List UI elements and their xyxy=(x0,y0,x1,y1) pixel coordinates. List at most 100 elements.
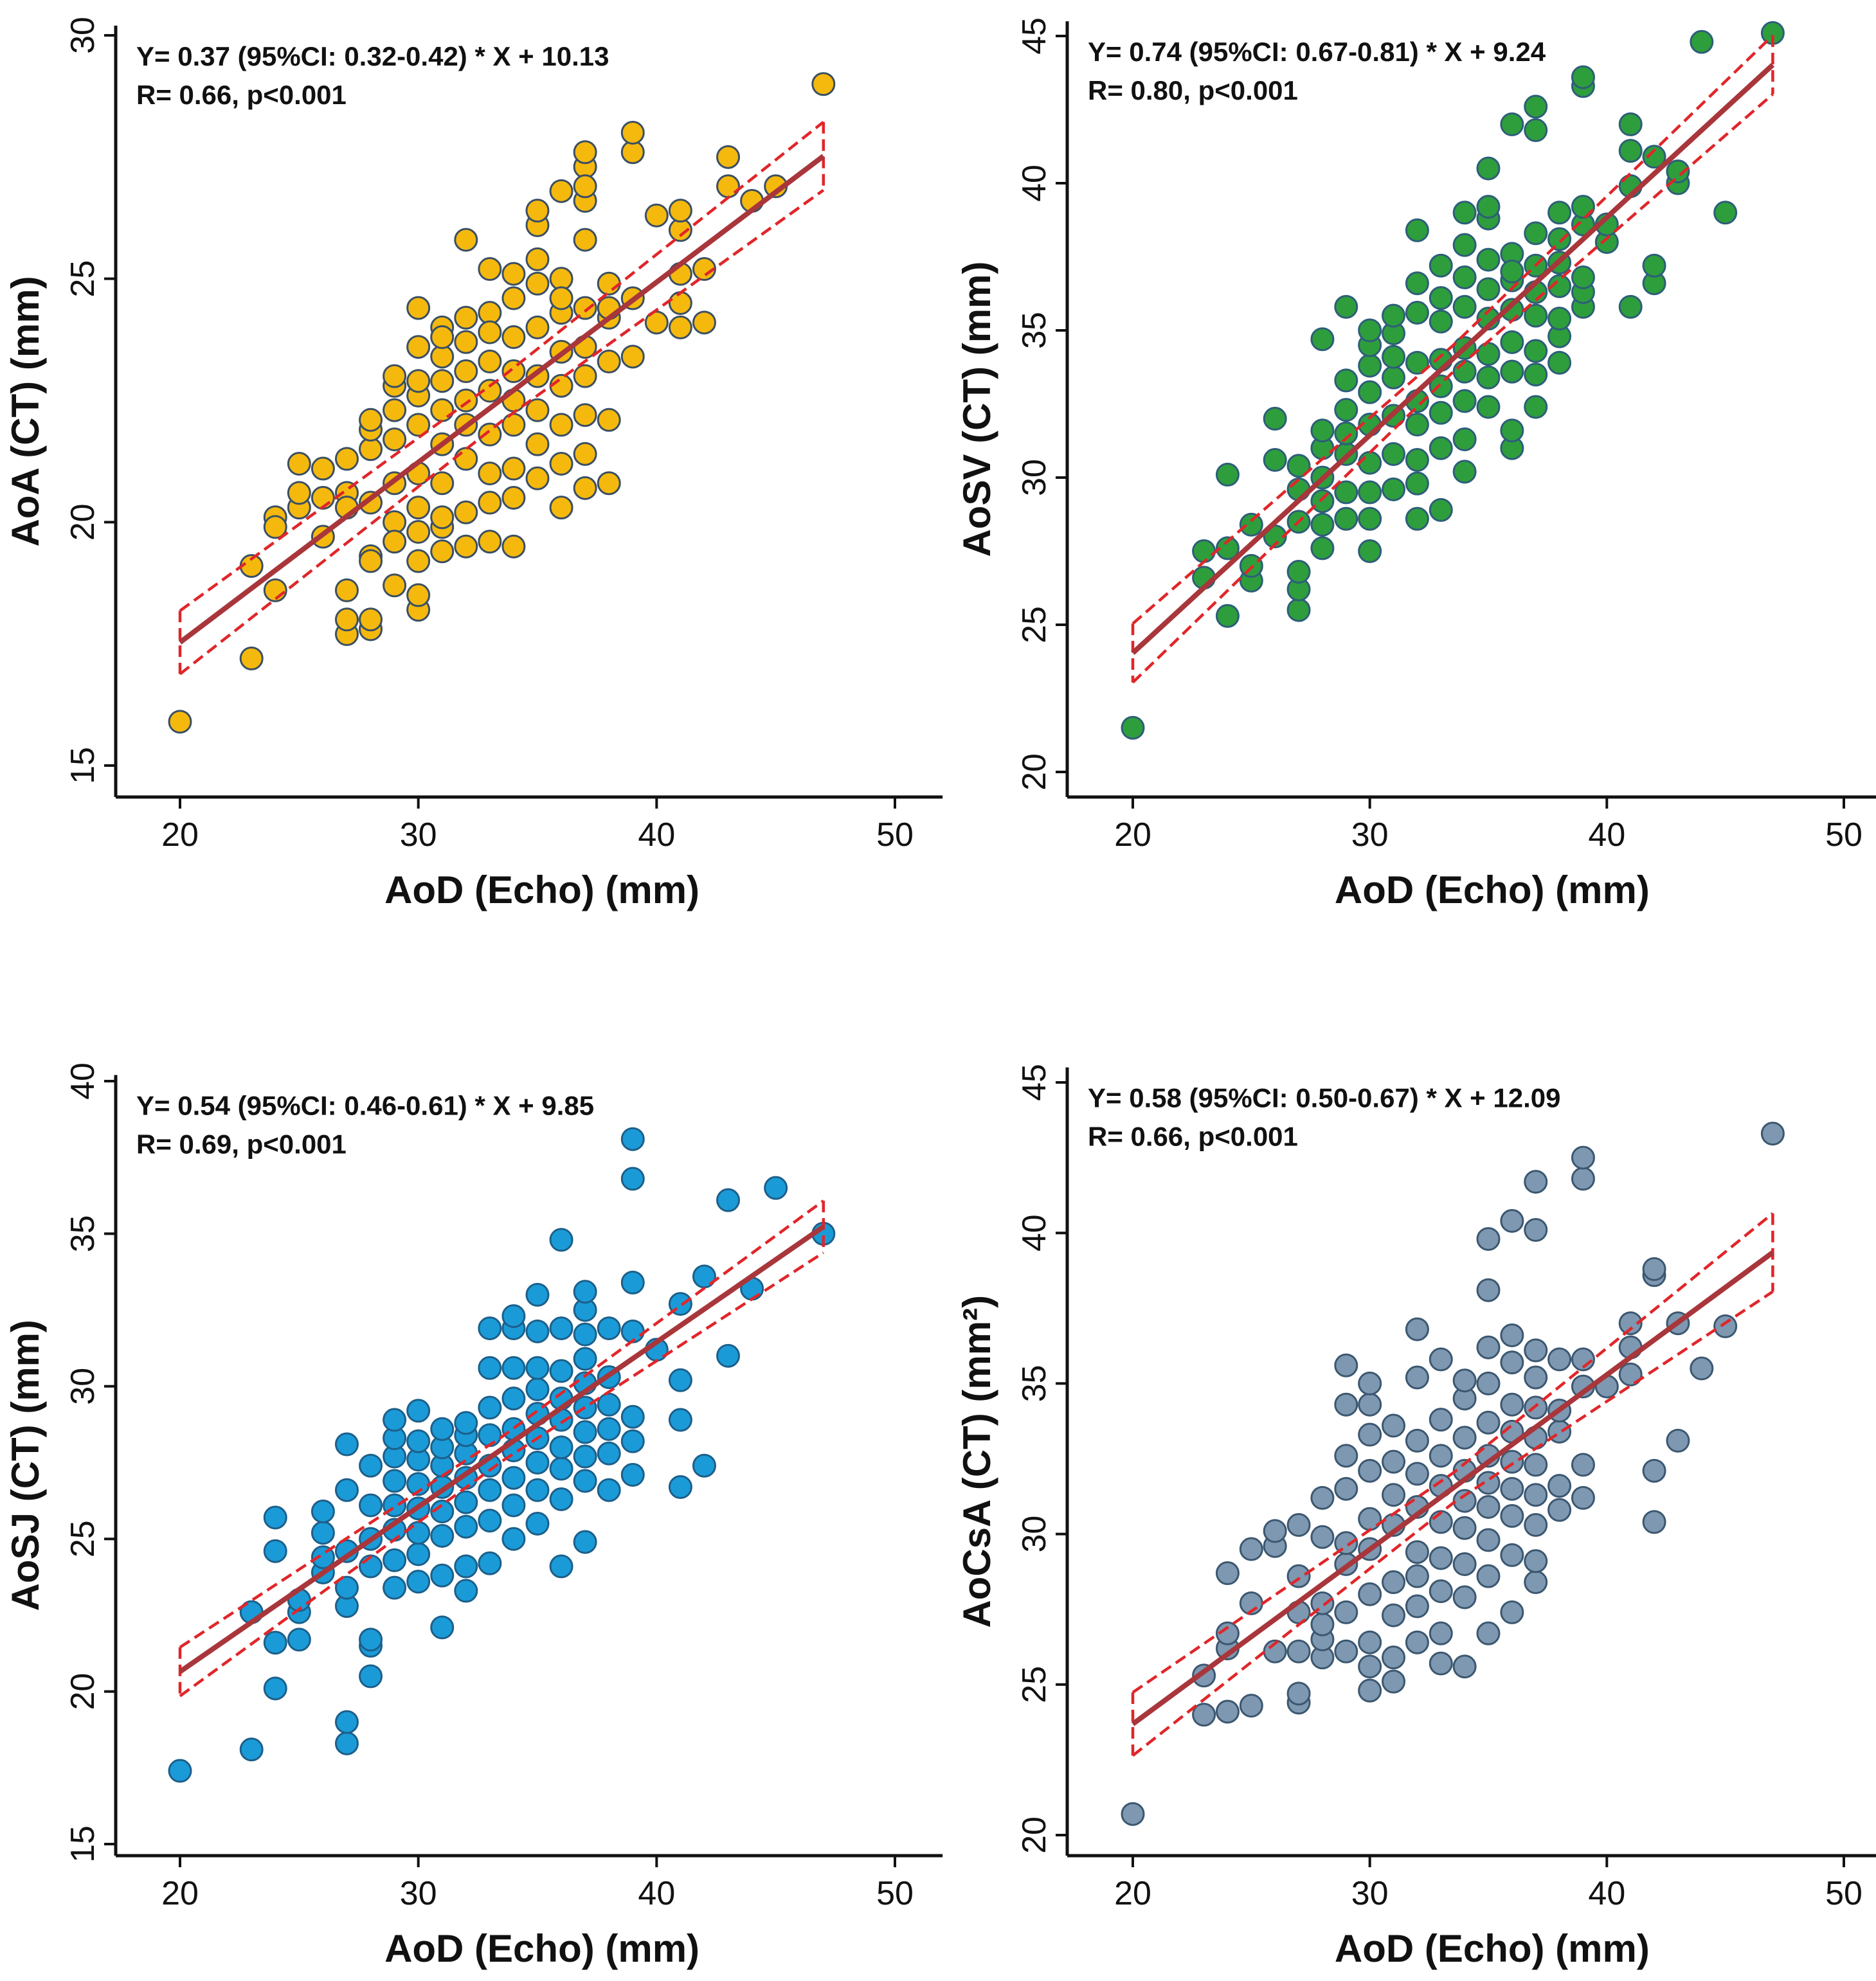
panel-1-data-point xyxy=(478,462,502,486)
panel-2-data-point xyxy=(1405,413,1429,437)
panel-4-data-point xyxy=(1405,1540,1429,1564)
panel-1-x-tick-label: 30 xyxy=(400,816,437,854)
panel-4-data-point xyxy=(1405,1630,1429,1654)
panel-3-data-point xyxy=(525,1282,550,1307)
panel-3-data-point xyxy=(334,1478,359,1502)
panel-4-data-point xyxy=(1452,1654,1477,1679)
panel-4-data-point xyxy=(1334,1639,1358,1663)
panel-3-data-point xyxy=(525,1478,550,1502)
panel-1-data-point xyxy=(501,325,526,350)
panel-2-data-point xyxy=(1666,159,1690,184)
panel-3-x-tick-label: 40 xyxy=(638,1875,675,1912)
panel-2-data-point xyxy=(1429,286,1453,310)
panel-1-data-point xyxy=(525,315,550,339)
panel-1-data-point xyxy=(478,349,502,373)
panel-2-equation: Y= 0.74 (95%CI: 0.67-0.81) * X + 9.24 xyxy=(1088,37,1546,67)
panel-3-data-point xyxy=(334,1710,359,1734)
panel-3-data-point xyxy=(501,1356,526,1380)
panel-1-data-point xyxy=(359,607,383,632)
panel-1-data-point xyxy=(525,398,550,422)
panel-4-data-point xyxy=(1524,1513,1548,1537)
panel-1-data-point xyxy=(383,530,407,554)
panel-3-data-point xyxy=(501,1304,526,1329)
panel-2-data-point xyxy=(1382,365,1406,390)
panel-4-data-point xyxy=(1476,1528,1501,1552)
panel-3-data-point xyxy=(549,1228,573,1252)
panel-2-data-point xyxy=(1571,265,1595,290)
panel-1-data-point xyxy=(668,199,692,223)
panel-4-data-point xyxy=(1429,1444,1453,1468)
panel-1-y-tick-label: 25 xyxy=(64,260,102,298)
panel-4-data-point xyxy=(1642,1510,1666,1534)
panel-4-data-point xyxy=(1429,1579,1453,1604)
panel-3-data-point xyxy=(620,1404,645,1429)
panel-3-data-point xyxy=(573,1420,597,1444)
panel-3-data-point xyxy=(334,1731,359,1755)
panel-2-data-point xyxy=(1334,398,1358,422)
panel-4-x-tick-label: 20 xyxy=(1114,1875,1151,1912)
panel-1-data-point xyxy=(478,320,502,345)
panel-3-data-point xyxy=(263,1631,287,1655)
panel-2-data-point xyxy=(1500,418,1524,443)
panel-1-data-point xyxy=(430,471,455,496)
panel-3-data-point xyxy=(383,1548,407,1572)
panel-4-data-point xyxy=(1429,1651,1453,1676)
panel-4-y-axis-title: AoCsA (CT) (mm²) xyxy=(955,1295,998,1628)
panel-4-data-point xyxy=(1547,1498,1572,1522)
panel-3-data-point xyxy=(573,1347,597,1371)
panel-1-data-point xyxy=(334,447,359,471)
panel-3-y-axis-title: AoSJ (CT) (mm) xyxy=(4,1320,47,1611)
panel-4-data-point xyxy=(1286,1639,1311,1663)
panel-2-data-point xyxy=(1452,294,1477,319)
panel-1-data-point xyxy=(692,257,716,282)
panel-3-data-point xyxy=(573,1280,597,1304)
panel-1-data-point xyxy=(573,296,597,320)
panel-2-data-point xyxy=(1263,406,1287,431)
panel-2-data-point xyxy=(1571,65,1595,89)
panel-2-data-point xyxy=(1713,201,1738,225)
panel-2-x-tick-label: 50 xyxy=(1825,816,1862,854)
panel-4-data-point xyxy=(1524,1338,1548,1363)
panel-2-data-point xyxy=(1476,395,1501,419)
panel-3-data-point xyxy=(478,1551,502,1575)
panel-aocsa: 20 30 40 50 20 25 30 35 40 45 AoD (Echo) (mm) AoCsA… xyxy=(955,1064,1876,1970)
panel-4-data-point xyxy=(1476,1371,1501,1395)
panel-4-data-point xyxy=(1452,1368,1477,1393)
panel-4-equation: Y= 0.58 (95%CI: 0.50-0.67) * X + 12.09 xyxy=(1088,1083,1560,1113)
panel-4-data-point xyxy=(1382,1449,1406,1474)
panel-4-data-point xyxy=(1358,1458,1382,1483)
panel-3-data-point xyxy=(549,1554,573,1579)
panel-3-data-point xyxy=(430,1499,455,1523)
panel-2-data-point xyxy=(1500,112,1524,136)
panel-4-data-point xyxy=(1334,1476,1358,1501)
panel-1-data-point xyxy=(311,456,335,481)
panel-4-data-point xyxy=(1358,1582,1382,1606)
panel-1-data-point xyxy=(549,451,573,476)
panel-3-data-point xyxy=(525,1319,550,1343)
panel-4-data-point xyxy=(1215,1621,1240,1645)
panel-4-data-point xyxy=(1121,1802,1145,1826)
panel-2-data-point xyxy=(1524,118,1548,143)
panel-1-data-point xyxy=(430,505,455,530)
panel-4-data-point xyxy=(1334,1353,1358,1377)
panel-4-data-point xyxy=(1547,1474,1572,1498)
panel-3-data-point xyxy=(430,1417,455,1441)
panel-1-data-point xyxy=(620,345,645,369)
panel-2-y-axis-title: AoSV (CT) (mm) xyxy=(955,262,998,557)
panel-2-data-point xyxy=(1476,195,1501,219)
panel-1-data-point xyxy=(573,403,597,427)
panel-1-data-point xyxy=(406,335,431,359)
panel-4-data-point xyxy=(1500,1476,1524,1501)
panel-4-data-point xyxy=(1334,1444,1358,1468)
panel-4-data-point xyxy=(1358,1507,1382,1531)
panel-1-data-point xyxy=(549,373,573,398)
panel-1-x-tick-label: 50 xyxy=(876,816,914,854)
panel-4-y-tick-label: 20 xyxy=(1016,1816,1053,1854)
panel-2-data-point xyxy=(1286,454,1311,478)
panel-4-data-point xyxy=(1286,1513,1311,1537)
panel-3-data-point xyxy=(597,1392,621,1417)
panel-2-data-point xyxy=(1310,489,1335,514)
panel-2-x-tick-label: 30 xyxy=(1351,816,1389,854)
panel-4-data-point xyxy=(1452,1585,1477,1609)
